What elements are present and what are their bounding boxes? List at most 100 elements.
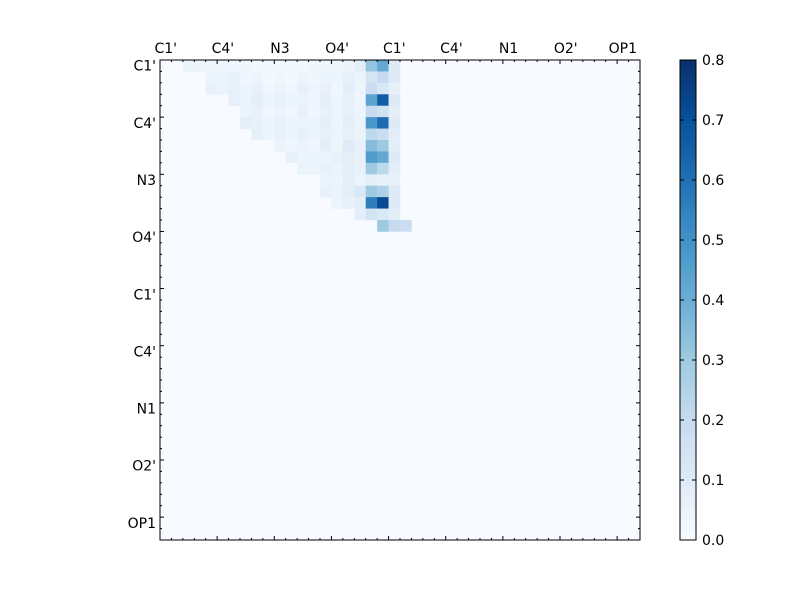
heatmap-cell [342,60,355,72]
heatmap-cell [228,60,241,72]
heatmap-cell [365,94,378,107]
heatmap-cell [240,71,252,84]
x-tick-label: OP1 [609,41,637,57]
heatmap-cell [388,140,401,152]
y-tick-label: N1 [137,402,156,418]
heatmap-cell [342,128,355,141]
heatmap-cell [377,82,389,95]
heatmap-cell [365,140,378,152]
heatmap-cell [274,94,287,107]
heatmap-cell [388,117,401,129]
heatmap-cell [388,60,401,72]
heatmap-cell [365,105,378,118]
x-tick-label: C1' [383,41,406,57]
heatmap-cell [308,151,321,164]
heatmap-cell [365,71,378,84]
heatmap-cell [240,82,252,95]
heatmap-cell [262,128,275,141]
heatmap-cell [388,128,401,141]
colorbar-tick-label: 0.0 [702,533,724,549]
heatmap-cell [285,128,298,141]
heatmap-cell [262,105,275,118]
heatmap-cell [285,94,298,107]
heatmap-cell [342,174,355,187]
heatmap-cell [342,94,355,107]
heatmap-cell [354,162,367,175]
heatmap-cell [365,197,378,209]
heatmap-cell [285,117,298,129]
heatmap-cell [388,151,401,164]
heatmap-cell [377,105,389,118]
heatmap-cell [251,105,264,118]
heatmap-cell [262,60,275,72]
y-tick-label: O2' [132,459,156,475]
x-tick-label: O4' [325,41,349,57]
heatmap-cell [308,128,321,141]
heatmap-cell [377,220,389,232]
heatmap-cell [365,60,378,72]
heatmap-cell [354,128,367,141]
heatmap-cell [205,60,218,72]
colorbar-tick-label: 0.3 [702,353,724,369]
heatmap-cell [365,82,378,95]
heatmap-cell [228,71,241,84]
heatmap-cell [217,82,229,95]
y-tick-label: C4' [133,116,156,132]
heatmap-cell [297,140,309,152]
heatmap-cell [320,162,332,175]
heatmap-cell [377,94,389,107]
heatmap-cell [251,94,264,107]
colorbar-tick-label: 0.7 [702,113,724,129]
heatmap-cell [365,208,378,221]
heatmap-cell [251,82,264,95]
heatmap-cell [297,128,309,141]
heatmap-cell [354,60,367,72]
heatmap-cell [377,162,389,175]
heatmap-cell [377,117,389,129]
heatmap-cell [217,71,229,84]
heatmap-cell [388,82,401,95]
heatmap-cell [297,117,309,129]
heatmap-cell [320,128,332,141]
heatmap-cell [297,71,309,84]
heatmap-cell [342,197,355,209]
x-tick-label: N1 [499,41,518,57]
heatmap-cell [331,197,344,209]
colorbar-tick-label: 0.5 [702,233,724,249]
colorbar-tick-label: 0.6 [702,173,724,189]
y-tick-label: C4' [133,344,156,360]
heatmap-cell [205,71,218,84]
heatmap-cell [388,162,401,175]
heatmap-cell [377,174,389,187]
heatmap-cell [320,140,332,152]
heatmap-cell [320,94,332,107]
heatmap-cell [377,208,389,221]
heatmap-cell [285,82,298,95]
heatmap-cell [365,162,378,175]
heatmap-cell [354,197,367,209]
colorbar-ticks: 0.0 0.1 0.2 0.3 0.4 0.5 0.6 0.7 0.8 [680,53,724,549]
heatmap-cell [354,82,367,95]
heatmap-cell [377,128,389,141]
heatmap-cell [388,185,401,198]
heatmap-cell [308,60,321,72]
y-tick-label: OP1 [128,516,156,532]
heatmap-cell [308,162,321,175]
heatmap-cell [274,105,287,118]
x-tick-label: C1' [154,41,177,57]
heatmap-cell [240,117,252,129]
heatmap-cell [331,162,344,175]
heatmap-cell [331,117,344,129]
heatmap-cell [285,151,298,164]
colorbar-tick-label: 0.2 [702,413,724,429]
heatmap-cell [240,105,252,118]
axis-tick-labels: C1' C4' N3 O4' C1' C4' N1 O2' OP1 C1' C4' N3 O4' C1' C… [128,41,637,532]
y-tick-label: N3 [137,173,156,189]
heatmap-cell [354,94,367,107]
heatmap-cell [388,94,401,107]
heatmap-cell [274,82,287,95]
heatmap-cell [354,174,367,187]
x-tick-label: C4' [440,41,463,57]
heatmap-cell [388,105,401,118]
